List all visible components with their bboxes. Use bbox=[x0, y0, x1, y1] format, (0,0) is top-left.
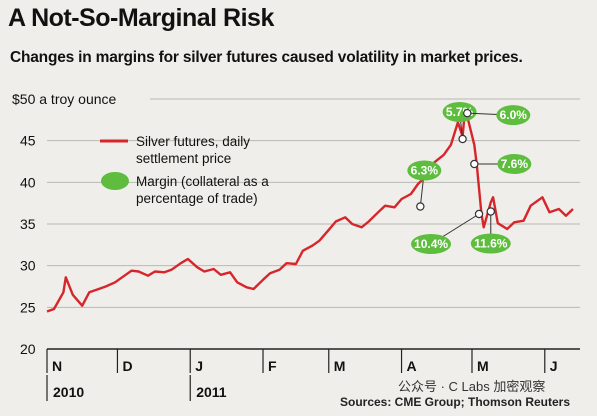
year-label-1: 2011 bbox=[196, 384, 227, 400]
margin-annotations: 6.3%5.7% 6.0%7.6%10.4% 11.6% bbox=[407, 102, 532, 254]
month-label-7: J bbox=[550, 358, 558, 374]
watermark-text: 公众号 · C Labs 加密观察 bbox=[398, 379, 546, 394]
y-axis-unit-label: $50 a troy ounce bbox=[12, 91, 117, 107]
margin-point-0 bbox=[416, 202, 425, 211]
chart-subtitle: Changes in margins for silver futures ca… bbox=[10, 49, 523, 66]
axes: 20 25 30 35 40 45 $50 a troy ounce N D J F M A M J 2010… bbox=[12, 91, 580, 401]
month-label-2: J bbox=[195, 358, 203, 374]
price-line bbox=[46, 109, 574, 313]
month-label-3: F bbox=[268, 358, 277, 374]
year-label-0: 2010 bbox=[53, 384, 84, 400]
margin-bubble-4 bbox=[411, 234, 452, 254]
y-tick-label-25: 25 bbox=[20, 299, 36, 315]
margin-bubble-2 bbox=[496, 105, 531, 126]
y-tick-label-35: 35 bbox=[20, 216, 36, 232]
margin-label-4: 10.4% bbox=[414, 237, 448, 251]
margin-point-5 bbox=[486, 207, 495, 216]
month-label-1: D bbox=[122, 358, 132, 374]
legend-line-label-0: Silver futures, daily bbox=[136, 134, 250, 149]
y-tick-label-30: 30 bbox=[20, 258, 36, 274]
margin-bubble-3 bbox=[497, 154, 532, 174]
margin-point-2 bbox=[463, 108, 472, 118]
y-tick-label-20: 20 bbox=[20, 341, 36, 357]
margin-point-1 bbox=[458, 134, 467, 144]
month-label-5: A bbox=[407, 358, 417, 374]
margin-point-4 bbox=[474, 209, 484, 219]
margin-label-0: 6.3% bbox=[411, 164, 439, 178]
y-tick-label-45: 45 bbox=[20, 133, 36, 149]
margin-label-3: 7.6% bbox=[501, 157, 529, 171]
legend-margin-swatch bbox=[101, 172, 129, 190]
month-label-0: N bbox=[52, 358, 62, 374]
legend: Silver futures, daily settlement price Mar… bbox=[100, 134, 269, 206]
margin-bubble-0 bbox=[407, 160, 442, 181]
margin-label-2: 6.0% bbox=[500, 108, 528, 122]
legend-margin-label-1: percentage of trade) bbox=[136, 191, 258, 206]
price-series bbox=[46, 109, 574, 313]
legend-line-label-1: settlement price bbox=[136, 151, 231, 166]
month-label-6: M bbox=[477, 358, 489, 374]
y-tick-label-40: 40 bbox=[20, 174, 36, 190]
margin-point-3 bbox=[470, 159, 479, 169]
source-credit: Sources: CME Group; Thomson Reuters bbox=[340, 395, 571, 409]
margin-label-5: 11.6% bbox=[474, 237, 508, 251]
chart-title: A Not-So-Marginal Risk bbox=[8, 4, 274, 32]
margin-bubble-5 bbox=[470, 233, 511, 254]
month-label-4: M bbox=[334, 358, 346, 374]
legend-margin-label-0: Margin (collateral as a bbox=[136, 174, 269, 189]
grid bbox=[47, 98, 580, 308]
